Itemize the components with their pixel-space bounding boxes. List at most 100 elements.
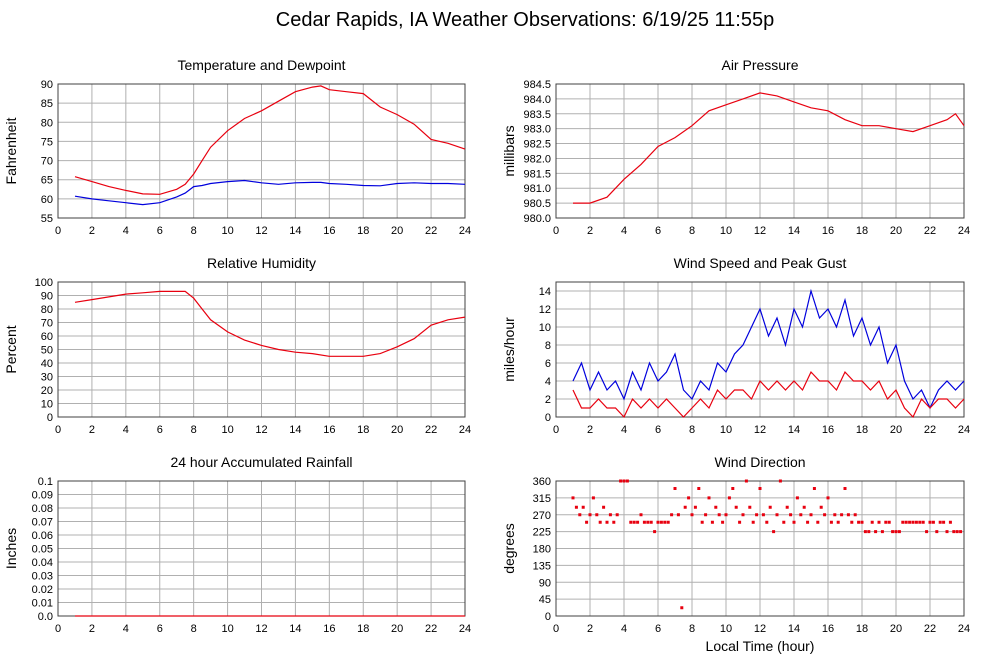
data-point [741,513,745,517]
x-axis-label: Local Time (hour) [706,638,815,654]
y-tick-label: 135 [533,560,551,572]
data-point [826,496,830,500]
data-point [578,513,582,517]
data-point [955,530,959,534]
x-tick-label: 20 [391,225,403,237]
y-tick-label: 0.1 [38,476,53,488]
data-point [792,520,796,524]
y-tick-label: 70 [41,318,53,330]
y-tick-label: 0.05 [32,544,53,556]
x-tick-label: 0 [55,424,61,436]
data-point [710,520,714,524]
data-point [904,520,908,524]
plot-frame [555,83,965,219]
data-point [704,513,708,517]
y-tick-label: 10 [539,322,551,334]
data-point [663,520,667,524]
data-point [761,513,765,517]
y-tick-label: 14 [539,286,551,298]
data-point [829,520,833,524]
x-tick-label: 14 [788,623,800,635]
data-point [602,505,606,509]
x-tick-label: 12 [255,424,267,436]
x-tick-label: 4 [123,424,129,436]
y-tick-label: 40 [41,358,53,370]
data-point [707,496,711,500]
data-point [942,520,946,524]
data-point [901,520,905,524]
data-point [880,530,884,534]
data-point [843,487,847,490]
data-point [836,520,840,524]
plot-frame [57,281,466,418]
series-line-2 [74,179,466,206]
y-tick-label: 981.5 [523,168,551,180]
x-tick-label: 14 [788,225,800,237]
y-tick-label: 0.09 [32,490,53,502]
y-tick-label: 0.01 [32,598,53,610]
x-tick-label: 12 [754,424,766,436]
data-point [751,520,755,524]
data-point [653,530,657,534]
data-point [649,520,653,524]
data-point [887,520,891,524]
data-point [860,520,864,524]
data-point [870,520,874,524]
x-tick-label: 22 [425,623,437,635]
y-tick-label: 90 [41,291,53,303]
data-point [931,520,935,524]
x-tick-label: 18 [357,225,369,237]
data-point [666,520,670,524]
series-line-1 [572,288,965,410]
x-tick-label: 0 [553,424,559,436]
y-tick-label: 270 [533,510,551,522]
x-tick-label: 14 [788,424,800,436]
series-line-1 [573,92,965,204]
data-point [925,530,929,534]
data-point [619,479,623,483]
data-point [918,520,922,524]
y-tick-label: 983.5 [523,109,551,121]
x-tick-label: 12 [255,225,267,237]
data-point [809,513,813,517]
x-tick-label: 6 [157,623,163,635]
data-point [884,520,888,524]
data-point [690,513,694,517]
data-point [921,520,925,524]
data-point [840,513,844,517]
panel-title: Wind Direction [714,454,805,470]
panel-title: 24 hour Accumulated Rainfall [170,454,352,470]
x-tick-label: 16 [323,424,335,436]
data-point [744,479,748,483]
y-tick-label: 0 [545,611,551,623]
x-tick-label: 20 [890,623,902,635]
series-line-2 [572,370,965,419]
data-point [632,520,636,524]
y-tick-label: 4 [545,376,551,388]
x-tick-label: 6 [157,424,163,436]
series-line-1 [74,85,466,195]
y-tick-label: 0.03 [32,571,53,583]
x-tick-label: 12 [255,623,267,635]
x-tick-label: 18 [856,424,868,436]
y-axis-label: Fahrenheit [3,117,19,184]
x-tick-label: 22 [425,225,437,237]
y-tick-label: 45 [539,594,551,606]
x-tick-label: 2 [89,623,95,635]
data-point [646,520,650,524]
y-tick-label: 225 [533,527,551,539]
data-point [765,520,769,524]
x-tick-label: 16 [323,623,335,635]
data-point [639,513,643,517]
data-point [697,487,701,490]
y-tick-label: 980.5 [523,198,551,210]
x-tick-label: 6 [157,225,163,237]
data-point [670,513,674,517]
y-tick-label: 984.5 [523,79,551,91]
y-tick-label: 100 [35,277,53,289]
x-tick-label: 4 [123,623,129,635]
data-point [625,479,629,483]
data-point [935,530,939,534]
